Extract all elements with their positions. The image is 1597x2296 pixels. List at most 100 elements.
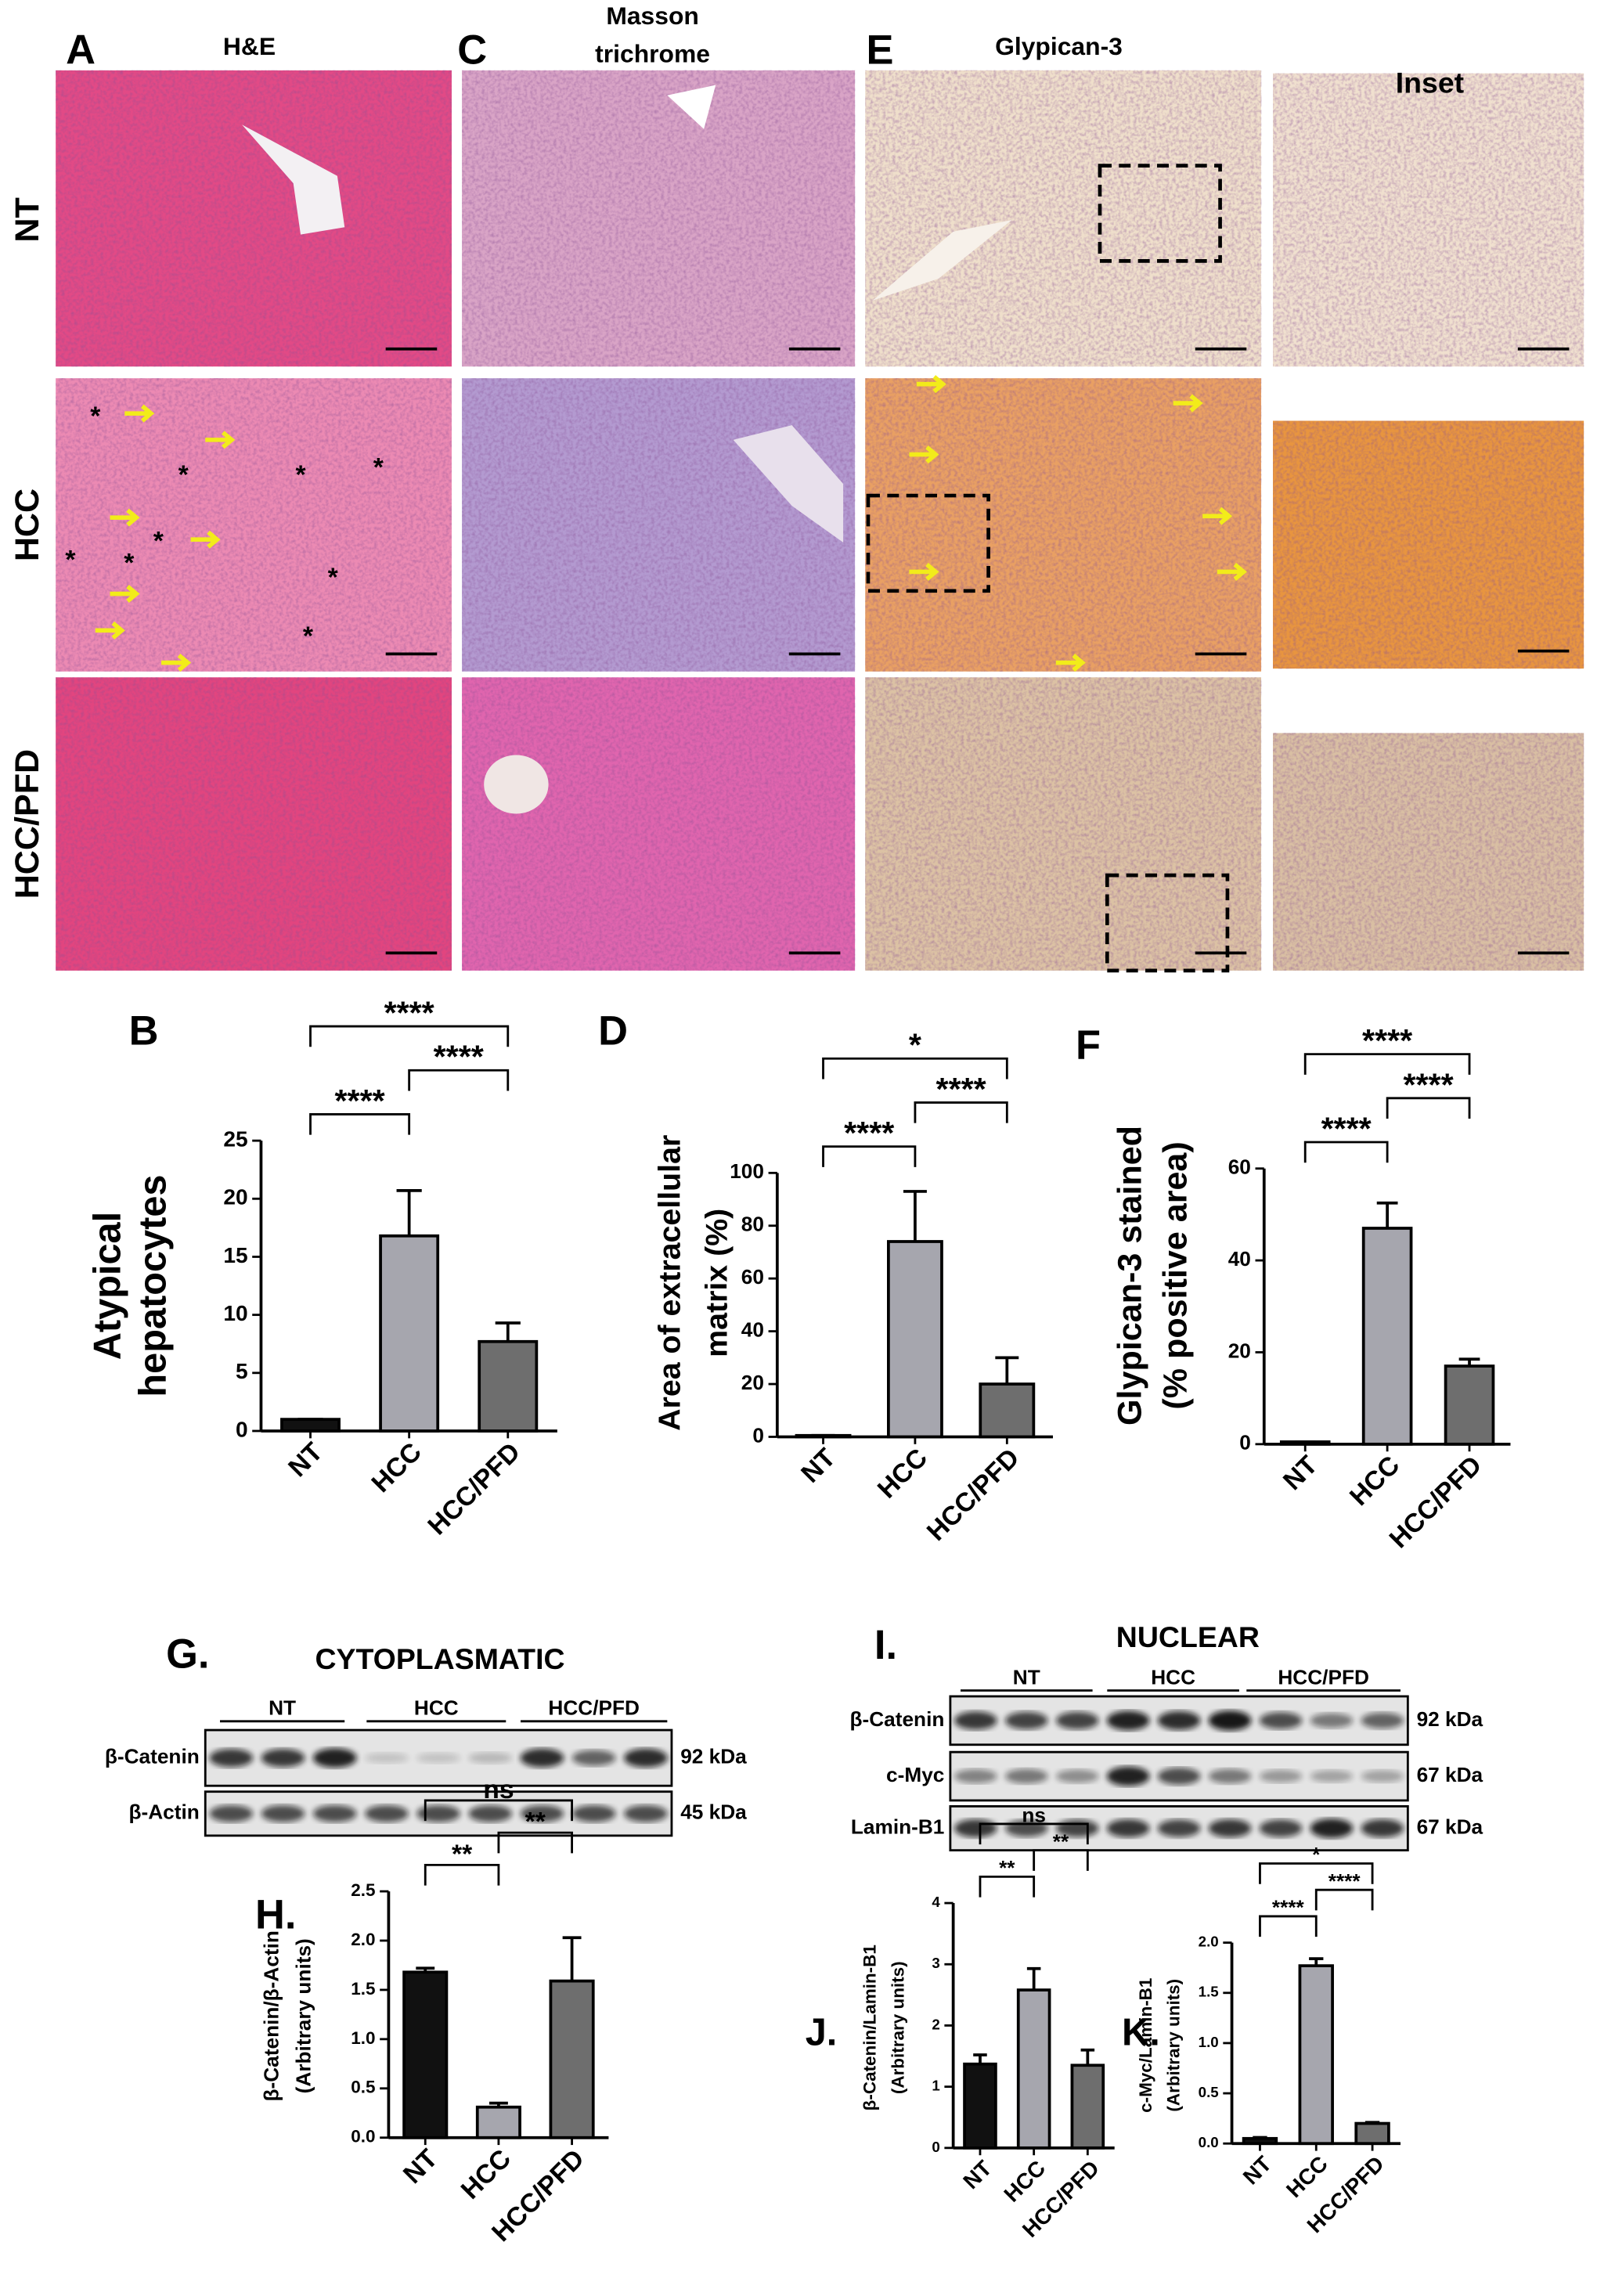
y-axis-label: (Arbitrary units) [1163,1979,1183,2112]
blot-band [365,1752,409,1764]
significance-label: ** [525,1807,546,1836]
asterisk: * [303,622,314,651]
y-axis-label: hepatocytes [132,1175,174,1397]
error-bar [1458,1357,1480,1367]
blot-size: 67 kDa [1417,1815,1483,1838]
y-axis-label: (Arbitrary units) [292,1938,315,2093]
micrograph-texture [1273,733,1584,971]
y-tick-label: 2.5 [351,1880,375,1900]
y-tick-label: 2.0 [351,1930,375,1949]
blot-band [365,1804,409,1822]
blot-band [571,1804,616,1822]
blot-band [1106,1818,1150,1838]
y-tick-label: 0 [752,1423,764,1447]
significance-bracket [822,1145,917,1167]
significance-bracket [979,1875,1036,1898]
arrow [110,585,140,604]
panel-label: K. [1122,2011,1160,2053]
bar [1361,1227,1413,1446]
significance-bracket [497,1831,573,1854]
blot-band [1055,1769,1099,1783]
error-bar [995,1356,1019,1385]
y-axis-label: matrix (%) [699,1209,734,1357]
blot-band [1106,1766,1150,1786]
y-tick-label: 1.5 [1199,1984,1219,2000]
significance-label: **** [1321,1110,1372,1146]
y-axis-label: β-Catenin/β-Actin [259,1930,283,2101]
group-label: HCC [414,1696,459,1720]
y-axis-label: (Arbitrary units) [888,1961,907,2094]
y-axis-label: (% positive area) [1157,1141,1195,1409]
error-bar [1253,2136,1267,2139]
micrograph-texture [865,70,1262,367]
blot-row-label: Lamin-B1 [851,1815,944,1838]
error-bar [488,2101,508,2107]
bar [963,2062,997,2150]
significance-label: * [1312,1843,1321,1866]
significance-label: **** [936,1071,986,1107]
asterisk: * [65,545,76,575]
blot-band [312,1748,357,1768]
blot-band [416,1804,460,1822]
micrograph-texture [462,378,856,672]
significance-label: **** [384,995,434,1031]
bar [1444,1364,1495,1446]
micrograph-texture [1273,73,1584,367]
column-title: Inset [1396,67,1465,99]
bar [1298,1964,1334,2146]
significance-bracket [914,1101,1008,1123]
blot-band [1361,1818,1404,1838]
significance-bracket [979,1822,1089,1845]
group-label: HCC/PFD [1278,1665,1369,1689]
y-tick-label: 0 [1239,1431,1251,1454]
row-label: HCC [9,488,46,561]
significance-label: ** [452,1839,473,1869]
row-label: NT [9,197,46,242]
arrow [124,404,155,423]
significance-bracket [1259,1862,1374,1884]
blot-band [1005,1711,1048,1730]
y-tick-label: 20 [1228,1339,1251,1362]
blot-row-label: β-Catenin [849,1707,944,1731]
blot-band [1005,1768,1048,1784]
asterisk: * [295,460,306,490]
y-tick-label: 100 [730,1159,764,1183]
significance-label: **** [1272,1896,1305,1919]
y-tick-label: 0.5 [1199,2084,1219,2100]
error-bar [495,1321,521,1342]
blot-band [312,1804,357,1822]
arrow [95,621,125,640]
y-tick-label: 0.5 [351,2078,375,2097]
error-bar [903,1190,927,1242]
significance-bracket [1386,1097,1471,1119]
inset-box [866,493,990,593]
panel-label: G. [166,1631,209,1677]
error-bar [1080,2048,1095,2066]
significance-label: ns [483,1775,514,1804]
y-tick-label: 40 [1228,1247,1251,1271]
y-tick-label: 25 [223,1127,247,1152]
blot-band [954,1769,997,1784]
asterisk: * [124,548,135,578]
y-tick-label: 20 [223,1185,247,1209]
arrow [1202,506,1233,525]
y-tick-label: 0 [932,2139,939,2155]
blot-band [520,1804,564,1822]
arrow [916,375,946,394]
panel-label: C [457,27,487,73]
micrograph-texture [56,677,452,971]
blot-band [468,1804,513,1822]
significance-bracket [1303,1053,1471,1075]
bar [379,1234,440,1433]
significance-label: **** [1328,1869,1361,1893]
blot-band [209,1804,254,1822]
inset-box [1098,164,1222,263]
y-tick-label: 3 [932,1955,939,1971]
y-tick-label: 15 [223,1243,247,1267]
blot-band [1208,1768,1252,1784]
column-title: Glypican-3 [995,32,1123,60]
arrow [909,445,939,464]
y-tick-label: 1.0 [351,2028,375,2048]
y-tick-label: 1.5 [351,1979,375,1999]
